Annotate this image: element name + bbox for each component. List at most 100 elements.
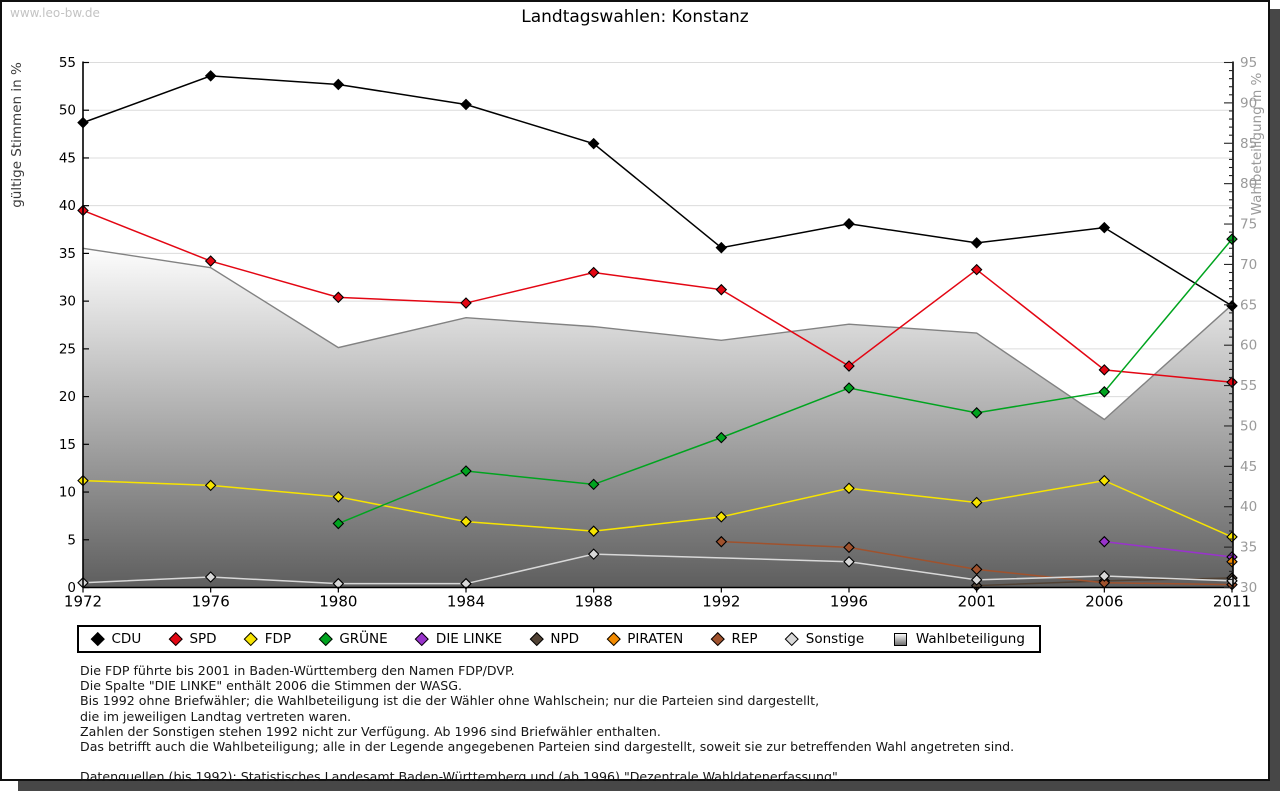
left-tick-label: 15 [59, 437, 76, 453]
series-line-FDP [82, 479, 1233, 538]
series-line-CDU [82, 75, 1233, 307]
left-tick-label: 55 [59, 55, 76, 71]
year-label: 1988 [575, 593, 613, 611]
right-tick-label: 50 [1240, 418, 1257, 434]
marker-REP-1992 [715, 535, 728, 548]
footnote-line: Die Spalte "DIE LINKE" enthält 2006 die … [80, 678, 463, 694]
legend-item-die-linke: DIE LINKE [415, 631, 502, 647]
series-line-DIE LINKE [1104, 540, 1233, 558]
legend-item-sonstige: Sonstige [785, 631, 865, 647]
legend-item-spd: SPD [168, 631, 217, 647]
marker-SPD-2006 [1098, 364, 1111, 376]
legend-item-grüne: GRÜNE [318, 631, 388, 647]
year-label: 1972 [64, 593, 102, 611]
marker-FDP-1980 [332, 491, 345, 503]
diamond-icon [785, 632, 799, 646]
marker-Sonstige-1976 [204, 571, 217, 583]
legend-item-npd: NPD [529, 631, 579, 647]
marker-Sonstige-1996 [843, 555, 855, 568]
marker-GRÜNE-1984 [460, 465, 472, 477]
left-tick-label: 10 [59, 485, 76, 501]
legend-label: FDP [264, 631, 292, 647]
marker-SPD-2011 [1226, 376, 1238, 389]
legend-item-piraten: PIRATEN [606, 631, 684, 647]
right-tick-label: 30 [1240, 580, 1257, 596]
marker-SPD-1996 [843, 360, 855, 372]
legend-item-fdp: FDP [244, 631, 292, 647]
left-tick-label: 50 [59, 103, 76, 119]
year-label: 1976 [192, 593, 230, 611]
legend-item-cdu: CDU [91, 631, 142, 647]
diamond-icon [529, 632, 544, 646]
marker-GRÜNE-1988 [587, 478, 600, 491]
marker-Sonstige-2011 [1226, 575, 1238, 587]
marker-CDU-2001 [970, 237, 983, 249]
left-tick-label: 20 [59, 389, 76, 405]
right-tick-label: 55 [1240, 378, 1257, 394]
marker-SPD-2001 [970, 263, 983, 276]
left-tick-label: 5 [67, 532, 76, 548]
marker-SPD-1976 [204, 255, 217, 267]
window-shadow-right [1270, 9, 1280, 791]
left-tick-label: 30 [59, 294, 76, 310]
marker-DIE LINKE-2006 [1098, 535, 1111, 548]
left-tick-label: 35 [59, 246, 76, 262]
marker-CDU-1984 [460, 98, 472, 111]
turnout-line [82, 247, 1233, 421]
diamond-icon [415, 632, 429, 646]
year-label: 2001 [958, 593, 996, 611]
footnote-line: Das betrifft auch die Wahlbeteiligung; a… [80, 739, 1015, 755]
footnote-line [80, 754, 1014, 769]
right-tick-label: 85 [1240, 136, 1257, 152]
marker-SPD-1992 [715, 283, 728, 296]
marker-FDP-1996 [843, 482, 855, 495]
window-shadow-bottom [18, 781, 1270, 791]
left-tick-label: 25 [59, 341, 76, 357]
page-title: Landtagswahlen: Konstanz [521, 7, 749, 27]
right-tick-label: 40 [1240, 499, 1257, 515]
year-label: 1984 [447, 593, 485, 611]
watermark: www.leo-bw.de [10, 6, 100, 20]
marker-Sonstige-2001 [970, 574, 983, 586]
right-tick-label: 75 [1240, 217, 1257, 233]
marker-FDP-1992 [715, 511, 728, 523]
right-tick-label: 80 [1240, 176, 1257, 192]
marker-SPD-1980 [332, 291, 345, 304]
footnote-line: die im jeweiligen Landtag vertreten ware… [80, 708, 352, 724]
legend-label: PIRATEN [627, 631, 684, 647]
diamond-icon [318, 632, 333, 646]
marker-CDU-1980 [332, 78, 345, 91]
marker-FDP-1984 [460, 515, 472, 528]
footnote-line: Bis 1992 ohne Briefwähler; die Wahlbetei… [80, 693, 820, 709]
left-tick-label: 0 [67, 580, 76, 596]
legend-label: GRÜNE [339, 631, 388, 647]
right-axis-title: Wahlbeteiligung in % [1249, 72, 1265, 215]
marker-FDP-1976 [204, 479, 217, 492]
marker-SPD-1984 [460, 297, 472, 309]
turnout-area [83, 248, 1233, 588]
right-tick-label: 45 [1240, 459, 1257, 475]
legend-label: REP [731, 631, 758, 647]
year-label: 1980 [319, 593, 357, 611]
footnote-line: Die FDP führte bis 2001 in Baden-Württem… [80, 663, 515, 678]
marker-CDU-2011 [1226, 300, 1238, 312]
marker-FDP-2001 [970, 496, 983, 509]
right-tick-label: 90 [1240, 95, 1257, 111]
right-tick-label: 95 [1240, 55, 1257, 71]
legend-label: CDU [111, 631, 142, 647]
year-label: 2006 [1085, 593, 1123, 611]
marker-CDU-1976 [204, 70, 217, 82]
right-tick-label: 35 [1240, 540, 1257, 556]
series-line-GRÜNE [338, 238, 1233, 525]
legend-label: Wahlbeteiligung [915, 631, 1025, 647]
marker-Sonstige-1988 [587, 548, 600, 560]
left-tick-label: 45 [59, 150, 76, 166]
legend-label: SPD [189, 631, 217, 647]
footnote-line: Zahlen der Sonstigen stehen 1992 nicht z… [80, 723, 661, 739]
marker-PIRATEN-2011 [1226, 555, 1238, 568]
marker-GRÜNE-1996 [843, 382, 855, 394]
legend-label: NPD [550, 631, 579, 647]
diamond-icon [168, 632, 183, 646]
legend-label: Sonstige [805, 631, 865, 647]
marker-REP-1996 [843, 541, 855, 554]
